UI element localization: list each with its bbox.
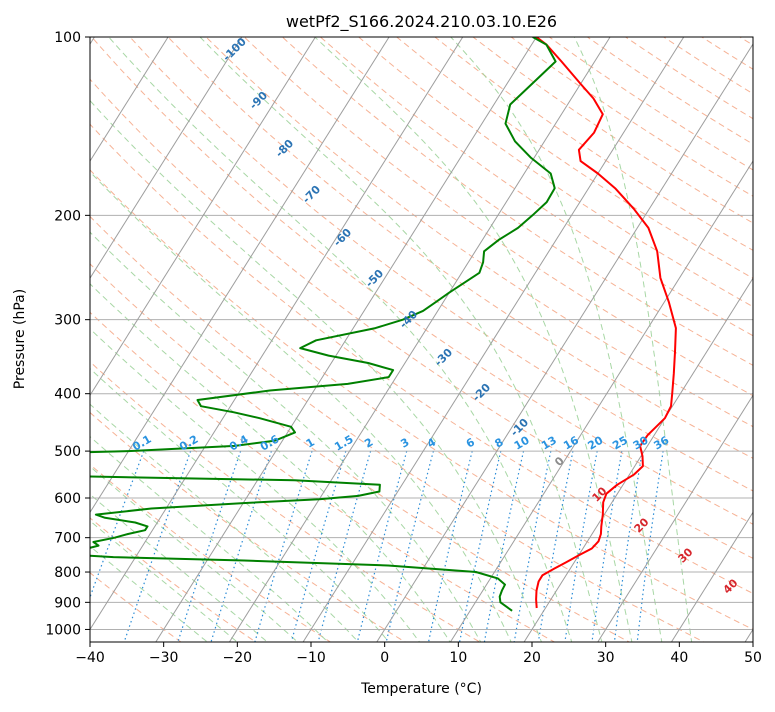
chart-title: wetPf2_S166.2024.210.03.10.E26 (286, 12, 557, 32)
y-tick-label: 100 (54, 30, 81, 46)
x-tick-label: −40 (75, 650, 105, 666)
x-axis-label: Temperature (°C) (360, 681, 482, 697)
x-tick-label: 20 (523, 650, 541, 666)
y-tick-label: 400 (54, 387, 81, 403)
x-tick-label: 10 (449, 650, 467, 666)
x-tick-label: 50 (744, 650, 762, 666)
y-tick-label: 200 (54, 208, 81, 224)
y-tick-label: 800 (54, 565, 81, 581)
x-tick-label: 30 (597, 650, 615, 666)
y-tick-label: 300 (54, 313, 81, 329)
y-tick-label: 600 (54, 491, 81, 507)
x-tick-label: 40 (670, 650, 688, 666)
y-tick-label: 900 (54, 595, 81, 611)
y-tick-label: 1000 (45, 622, 81, 638)
y-tick-label: 700 (54, 531, 81, 547)
y-tick-label: 500 (54, 444, 81, 460)
y-axis-label: Pressure (hPa) (12, 289, 28, 389)
x-tick-label: −20 (223, 650, 253, 666)
x-tick-label: 0 (380, 650, 389, 666)
x-tick-label: −30 (149, 650, 179, 666)
x-tick-label: −10 (296, 650, 326, 666)
